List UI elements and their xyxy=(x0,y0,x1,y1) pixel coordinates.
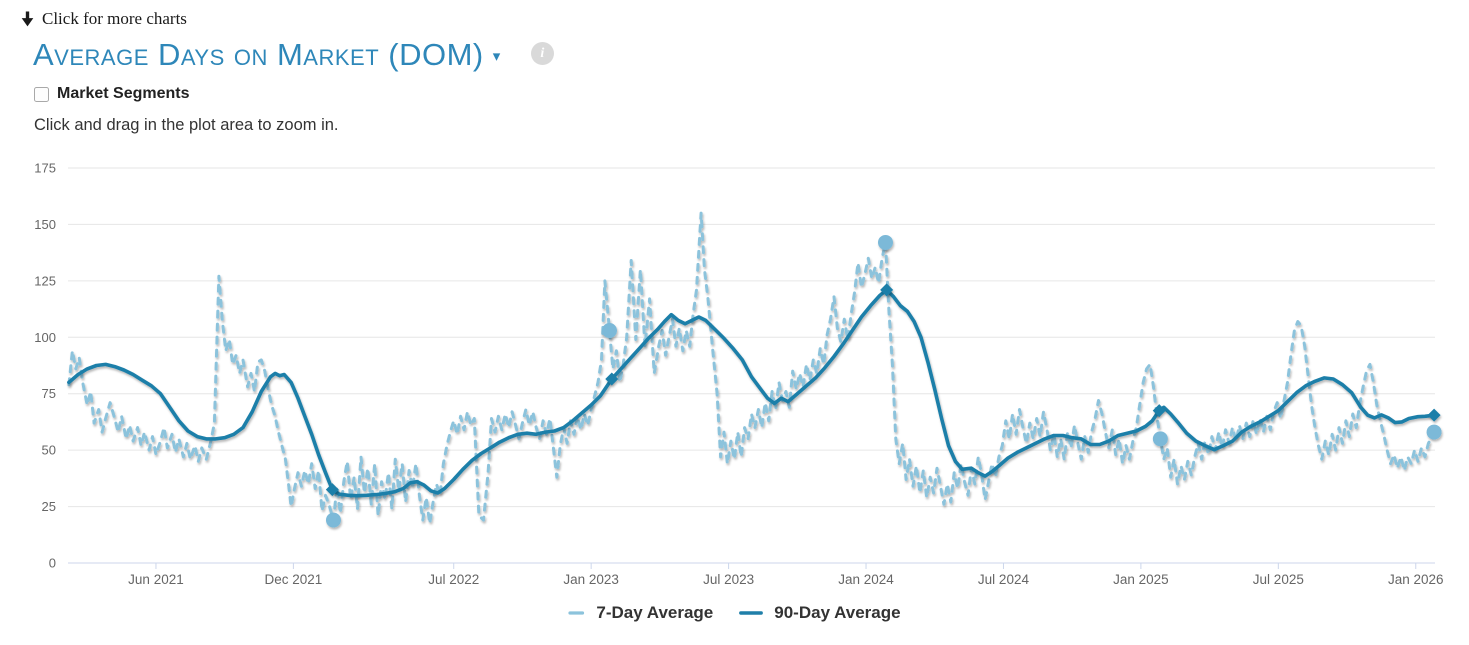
data-point-marker[interactable] xyxy=(325,512,341,528)
x-axis-label: Jan 2023 xyxy=(563,572,619,587)
legend-label-7day: 7-Day Average xyxy=(596,603,714,622)
data-point-marker[interactable] xyxy=(1427,408,1441,422)
chevron-down-icon: ▾ xyxy=(492,48,501,66)
down-arrow-icon xyxy=(21,11,34,27)
x-axis-label: Jan 2024 xyxy=(838,572,894,587)
x-axis-label: Dec 2021 xyxy=(264,572,322,587)
more-charts-label: Click for more charts xyxy=(42,9,187,28)
x-axis-label: Jul 2025 xyxy=(1253,572,1304,587)
x-axis: Jun 2021 Dec 2021 Jul 2022 Jan 2023 Jul 2023… xyxy=(68,562,1444,587)
x-axis-label: Jan 2025 xyxy=(1113,572,1169,587)
market-segments-label: Market Segments xyxy=(57,85,190,102)
data-point-marker[interactable] xyxy=(325,483,339,497)
market-segments-control[interactable]: Market Segments xyxy=(34,85,190,103)
solid-line-swatch xyxy=(739,611,764,615)
series-line-7-day[interactable] xyxy=(67,211,1436,525)
data-point-marker[interactable] xyxy=(605,372,619,386)
x-axis-label: Jul 2024 xyxy=(978,572,1030,587)
diamond-markers[interactable] xyxy=(325,283,1441,497)
title-row: Average Days on Market (DOM) ▾ i xyxy=(33,37,554,72)
circle-markers[interactable] xyxy=(325,234,1442,528)
chart-title-dropdown[interactable]: Average Days on Market (DOM) ▾ xyxy=(33,37,501,72)
info-icon: i xyxy=(540,45,545,61)
data-point-marker[interactable] xyxy=(880,283,894,297)
y-axis-label: 125 xyxy=(34,273,56,288)
y-axis: 0 25 50 75 100 125 150 175 xyxy=(34,161,56,571)
x-axis-label: Jul 2022 xyxy=(428,572,479,587)
x-axis-label: Jan 2026 xyxy=(1388,572,1444,587)
x-axis-label: Jun 2021 xyxy=(128,572,184,587)
zoom-hint: Click and drag in the plot area to zoom … xyxy=(34,116,339,134)
y-axis-label: 150 xyxy=(34,217,56,232)
y-axis-label: 50 xyxy=(42,443,56,458)
y-axis-label: 75 xyxy=(42,386,56,401)
legend-item-90day[interactable]: 90-Day Average xyxy=(739,603,901,623)
market-segments-checkbox[interactable] xyxy=(34,86,49,102)
info-button[interactable]: i xyxy=(530,42,554,65)
y-axis-label: 25 xyxy=(42,499,56,514)
data-point-marker[interactable] xyxy=(1152,404,1166,418)
data-point-marker[interactable] xyxy=(1152,431,1168,447)
series-line-90-day[interactable] xyxy=(67,288,1436,498)
legend-item-7day[interactable]: 7-Day Average xyxy=(568,603,713,623)
data-point-marker[interactable] xyxy=(601,323,617,339)
gridlines xyxy=(68,167,1435,564)
x-axis-label: Jul 2023 xyxy=(703,572,754,587)
y-axis-label: 175 xyxy=(34,161,56,176)
chart-legend: 7-Day Average 90-Day Average xyxy=(0,603,1469,623)
y-axis-label: 100 xyxy=(34,330,56,345)
dashed-line-swatch xyxy=(568,611,585,615)
page-title: Average Days on Market (DOM) xyxy=(33,37,484,72)
y-axis-label: 0 xyxy=(49,556,56,571)
more-charts-link[interactable]: Click for more charts xyxy=(20,9,187,29)
data-point-marker[interactable] xyxy=(1426,424,1442,440)
legend-label-90day: 90-Day Average xyxy=(774,603,901,622)
data-point-marker[interactable] xyxy=(877,234,893,250)
